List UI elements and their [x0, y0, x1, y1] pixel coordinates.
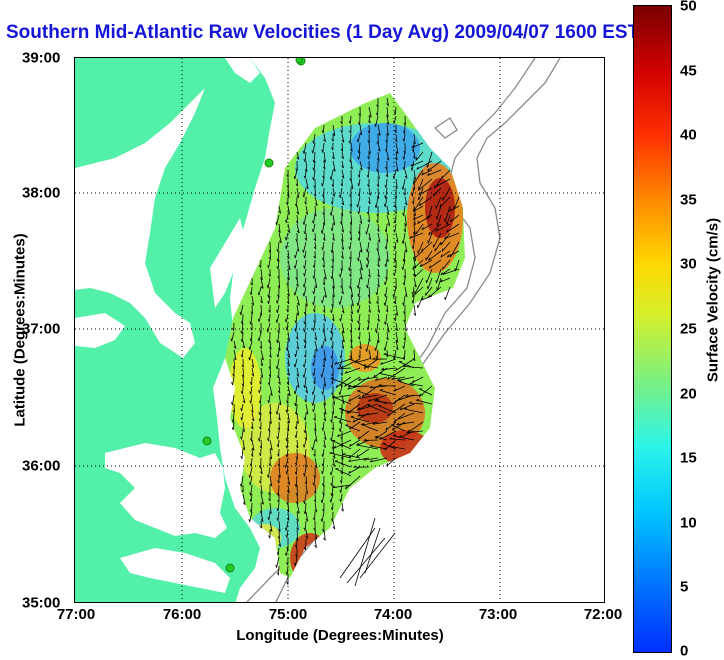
colorbar-tick: 10	[680, 515, 697, 532]
colorbar-tick: 35	[680, 192, 697, 209]
velocity-map	[75, 58, 605, 603]
y-tick-label: 36:00	[22, 458, 60, 475]
colorbar-tick: 5	[680, 579, 688, 596]
x-tick-label: 76:00	[163, 606, 201, 623]
map-title: Southern Mid-Atlantic Raw Velocities (1 …	[6, 22, 639, 44]
colorbar-tick: 30	[680, 256, 697, 273]
colorbar-tick: 50	[680, 0, 697, 15]
colorbar-tick: 20	[680, 386, 697, 403]
colorbar-tick: 25	[680, 321, 697, 338]
colorbar-gradient	[634, 6, 671, 652]
station-5[interactable]	[296, 58, 302, 63]
x-axis-label: Longitude (Degrees:Minutes)	[236, 627, 444, 644]
y-tick-label: 35:00	[22, 595, 60, 612]
station-2[interactable]	[265, 159, 273, 167]
y-tick-label: 37:00	[22, 321, 60, 338]
colorbar-tick: 0	[680, 643, 688, 660]
colorbar-tick: 40	[680, 127, 697, 144]
y-tick-label: 39:00	[22, 50, 60, 67]
x-tick-label: 72:00	[584, 606, 622, 623]
colorbar	[633, 5, 672, 653]
x-tick-label: 73:00	[479, 606, 517, 623]
x-tick-label: 74:00	[374, 606, 412, 623]
colorbar-tick: 45	[680, 63, 697, 80]
y-tick-label: 38:00	[22, 185, 60, 202]
station-4[interactable]	[226, 564, 234, 572]
colorbar-label: Surface Velocity (cm/s)	[705, 218, 722, 382]
x-tick-label: 75:00	[269, 606, 307, 623]
station-3[interactable]	[203, 437, 211, 445]
colorbar-tick: 15	[680, 450, 697, 467]
x-tick-label: 77:00	[57, 606, 95, 623]
map-plot-area[interactable]	[74, 57, 605, 603]
